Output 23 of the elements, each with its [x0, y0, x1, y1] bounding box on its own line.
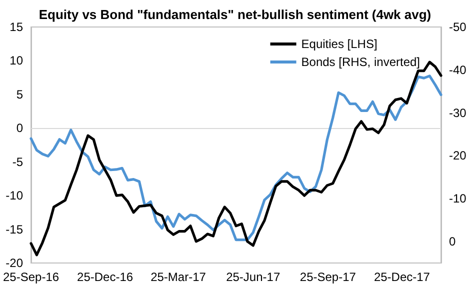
y-tick-label: -15: [6, 222, 24, 236]
y-tick-label: -10: [6, 188, 24, 203]
x-tick-label: 25-Dec-17: [374, 270, 430, 284]
x-tick-label: 25-Sep-17: [300, 270, 356, 284]
x-tick-label: 25-Mar-17: [150, 270, 206, 284]
legend-label: Bonds [RHS, inverted]: [301, 55, 420, 69]
y2-tick-label: -20: [449, 148, 467, 163]
y-tick-label: 0: [16, 121, 24, 136]
chart-title: Equity vs Bond "fundamentals" net-bullish sentiment (4wk avg): [38, 7, 432, 22]
x-tick-label: 25-Dec-16: [77, 270, 134, 284]
y2-tick-label: -30: [449, 106, 467, 120]
y2-tick-label: -40: [449, 62, 467, 77]
y-tick-label: 10: [10, 54, 24, 68]
legend-label: Equities [LHS]: [301, 37, 378, 51]
y2-tick-label: -10: [449, 192, 467, 206]
y-tick-label: -20: [6, 256, 24, 270]
y-tick-label: 5: [16, 87, 24, 102]
x-tick-label: 25-Jun-17: [226, 270, 280, 284]
x-tick-label: 25-Sep-16: [2, 270, 60, 284]
y2-tick-label: -50: [449, 20, 467, 34]
y2-tick-label: 0: [449, 234, 456, 249]
y-tick-label: 15: [10, 20, 24, 34]
y-tick-label: -5: [12, 154, 24, 169]
